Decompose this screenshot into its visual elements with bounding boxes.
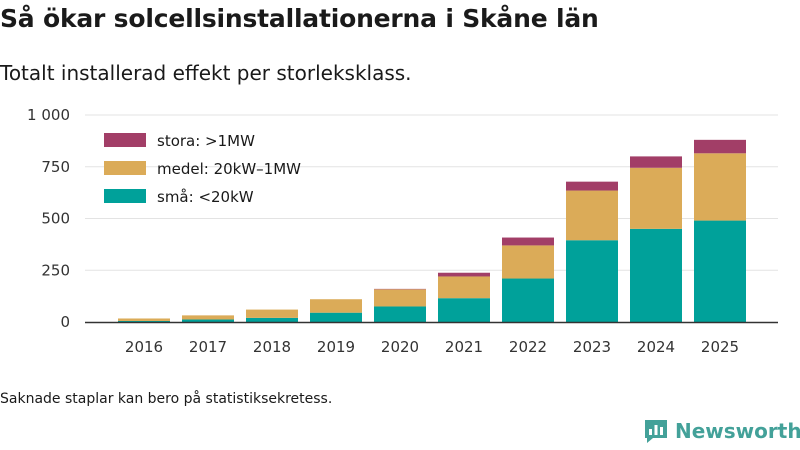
bar-large-2025 [694, 139, 746, 154]
x-tick-label: 2019 [317, 338, 355, 356]
bar-medium-2021 [438, 276, 490, 299]
chart-title: Så ökar solcellsinstallationerna i Skåne… [0, 4, 599, 33]
y-tick-label: 500 [41, 210, 70, 228]
legend-label-small: små: <20kW [157, 188, 254, 206]
x-tick-label: 2016 [125, 338, 163, 356]
x-tick-label: 2021 [445, 338, 483, 356]
legend-label-medium: medel: 20kW–1MW [157, 160, 301, 178]
y-tick-label: 0 [60, 313, 70, 331]
bar-small-2020 [374, 306, 426, 322]
brand-name: Newsworthy [675, 419, 800, 443]
axes: 0 250 500 750 1 000 2016 2017 2018 2019 2020 2021 2… [27, 106, 778, 356]
bar-medium-2018 [246, 309, 298, 318]
bar-medium-2025 [694, 153, 746, 221]
bars [118, 139, 746, 322]
y-tick-label: 1 000 [27, 106, 70, 124]
x-tick-label: 2023 [573, 338, 611, 356]
bar-small-2022 [502, 278, 554, 322]
legend-swatch-large [104, 133, 146, 147]
footnote: Saknade staplar kan bero på statistiksek… [0, 391, 333, 407]
bar-large-2022 [502, 237, 554, 246]
bar-medium-2019 [310, 299, 362, 313]
bar-medium-2024 [630, 167, 682, 229]
legend-swatch-medium [104, 161, 146, 175]
bar-small-2025 [694, 220, 746, 322]
bar-small-2016 [118, 320, 170, 322]
bar-small-2019 [310, 312, 362, 322]
chart-subtitle: Totalt installerad effekt per storlekskl… [0, 61, 412, 85]
bar-medium-2022 [502, 245, 554, 279]
legend: stora: >1MW medel: 20kW–1MW små: <20kW [104, 132, 301, 206]
bar-small-2023 [566, 240, 618, 322]
newsworthy-logo-icon [645, 420, 667, 443]
bar-large-2023 [566, 181, 618, 191]
x-tick-label: 2022 [509, 338, 547, 356]
x-tick-label: 2018 [253, 338, 291, 356]
bar-small-2021 [438, 298, 490, 322]
brand-logo[interactable]: Newsworthy [643, 418, 800, 444]
x-tick-label: 2024 [637, 338, 675, 356]
bar-small-2024 [630, 228, 682, 322]
x-tick-label: 2025 [701, 338, 739, 356]
stacked-bar-chart: 0 250 500 750 1 000 2016 2017 2018 2019 2020 2021 2… [27, 106, 778, 356]
y-tick-label: 750 [41, 158, 70, 176]
bar-small-2018 [246, 317, 298, 322]
legend-swatch-small [104, 189, 146, 203]
x-tick-label: 2020 [381, 338, 419, 356]
bar-medium-2023 [566, 190, 618, 241]
bar-medium-2016 [118, 318, 170, 321]
x-tick-label: 2017 [189, 338, 227, 356]
legend-label-large: stora: >1MW [157, 132, 255, 150]
bar-large-2024 [630, 156, 682, 168]
bar-medium-2020 [374, 289, 426, 307]
y-tick-label: 250 [41, 261, 70, 279]
bar-large-2021 [438, 272, 490, 277]
bar-small-2017 [182, 319, 234, 322]
bar-medium-2017 [182, 315, 234, 320]
